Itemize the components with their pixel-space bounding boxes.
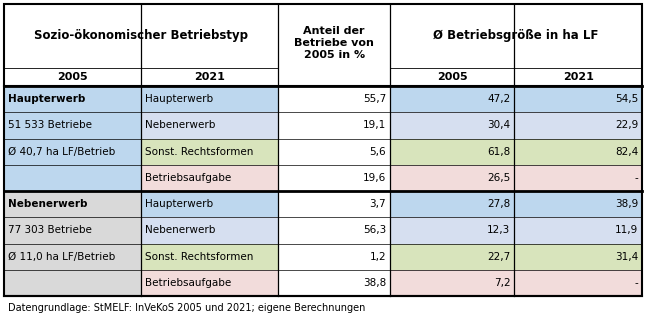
- Text: 3,7: 3,7: [370, 199, 386, 209]
- Bar: [390, 138, 514, 165]
- Text: 82,4: 82,4: [615, 147, 638, 156]
- Bar: [278, 217, 390, 244]
- Text: 22,7: 22,7: [487, 252, 510, 261]
- Bar: [278, 244, 390, 270]
- Text: -: -: [634, 278, 638, 288]
- Text: Betriebsaufgabe: Betriebsaufgabe: [145, 278, 231, 288]
- Bar: [278, 138, 390, 165]
- Text: 1,2: 1,2: [370, 252, 386, 261]
- Bar: [390, 86, 514, 112]
- Text: 61,8: 61,8: [487, 147, 510, 156]
- Text: Sonst. Rechtsformen: Sonst. Rechtsformen: [145, 252, 253, 261]
- Bar: [4, 217, 141, 244]
- Text: 31,4: 31,4: [615, 252, 638, 261]
- Text: Ø Betriebsgröße in ha LF: Ø Betriebsgröße in ha LF: [433, 29, 599, 42]
- Text: -: -: [634, 173, 638, 183]
- Bar: [514, 244, 642, 270]
- Text: 47,2: 47,2: [487, 94, 510, 104]
- Text: 19,6: 19,6: [363, 173, 386, 183]
- Text: Nebenerwerb: Nebenerwerb: [145, 121, 216, 130]
- Text: Sozio-ökonomischer Betriebstyp: Sozio-ökonomischer Betriebstyp: [34, 29, 248, 42]
- Text: Haupterwerb: Haupterwerb: [8, 94, 85, 104]
- Bar: [514, 165, 642, 191]
- Text: Betriebsaufgabe: Betriebsaufgabe: [145, 173, 231, 183]
- Bar: [278, 112, 390, 138]
- Bar: [390, 191, 514, 217]
- Text: Sonst. Rechtsformen: Sonst. Rechtsformen: [145, 147, 253, 156]
- Text: 51 533 Betriebe: 51 533 Betriebe: [8, 121, 92, 130]
- Bar: [4, 86, 141, 112]
- Text: Ø 40,7 ha LF/Betrieb: Ø 40,7 ha LF/Betrieb: [8, 147, 115, 156]
- Bar: [4, 165, 141, 191]
- Bar: [141, 138, 278, 165]
- Bar: [278, 191, 390, 217]
- Text: 22,9: 22,9: [615, 121, 638, 130]
- Text: Ø 11,0 ha LF/Betrieb: Ø 11,0 ha LF/Betrieb: [8, 252, 115, 261]
- Bar: [4, 244, 141, 270]
- Text: 2005: 2005: [57, 72, 88, 82]
- Text: Datengrundlage: StMELF: InVeKoS 2005 und 2021; eigene Berechnungen: Datengrundlage: StMELF: InVeKoS 2005 und…: [8, 303, 366, 313]
- Bar: [514, 86, 642, 112]
- Text: 5,6: 5,6: [370, 147, 386, 156]
- Bar: [514, 191, 642, 217]
- Text: 12,3: 12,3: [487, 226, 510, 235]
- Bar: [4, 4, 642, 86]
- Text: Nebenerwerb: Nebenerwerb: [145, 226, 216, 235]
- Bar: [141, 244, 278, 270]
- Text: 2021: 2021: [194, 72, 225, 82]
- Text: 54,5: 54,5: [615, 94, 638, 104]
- Bar: [514, 217, 642, 244]
- Text: Haupterwerb: Haupterwerb: [145, 94, 213, 104]
- Bar: [390, 244, 514, 270]
- Text: 19,1: 19,1: [363, 121, 386, 130]
- Bar: [4, 191, 141, 217]
- Bar: [390, 112, 514, 138]
- Bar: [141, 191, 278, 217]
- Text: 26,5: 26,5: [487, 173, 510, 183]
- Text: 27,8: 27,8: [487, 199, 510, 209]
- Bar: [390, 165, 514, 191]
- Bar: [514, 138, 642, 165]
- Bar: [141, 270, 278, 296]
- Text: 30,4: 30,4: [487, 121, 510, 130]
- Bar: [514, 112, 642, 138]
- Text: 2005: 2005: [437, 72, 468, 82]
- Bar: [390, 217, 514, 244]
- Bar: [278, 165, 390, 191]
- Bar: [514, 270, 642, 296]
- Bar: [278, 270, 390, 296]
- Bar: [4, 296, 642, 320]
- Bar: [4, 138, 141, 165]
- Bar: [141, 86, 278, 112]
- Text: 38,9: 38,9: [615, 199, 638, 209]
- Bar: [141, 112, 278, 138]
- Text: 11,9: 11,9: [615, 226, 638, 235]
- Text: 77 303 Betriebe: 77 303 Betriebe: [8, 226, 92, 235]
- Text: 7,2: 7,2: [494, 278, 510, 288]
- Text: 38,8: 38,8: [363, 278, 386, 288]
- Text: Nebenerwerb: Nebenerwerb: [8, 199, 87, 209]
- Bar: [141, 217, 278, 244]
- Text: 56,3: 56,3: [363, 226, 386, 235]
- Bar: [390, 270, 514, 296]
- Bar: [4, 112, 141, 138]
- Text: Haupterwerb: Haupterwerb: [145, 199, 213, 209]
- Text: 2021: 2021: [563, 72, 594, 82]
- Bar: [278, 86, 390, 112]
- Bar: [4, 270, 141, 296]
- Text: 55,7: 55,7: [363, 94, 386, 104]
- Text: Anteil der
Betriebe von
2005 in %: Anteil der Betriebe von 2005 in %: [294, 26, 374, 60]
- Bar: [141, 165, 278, 191]
